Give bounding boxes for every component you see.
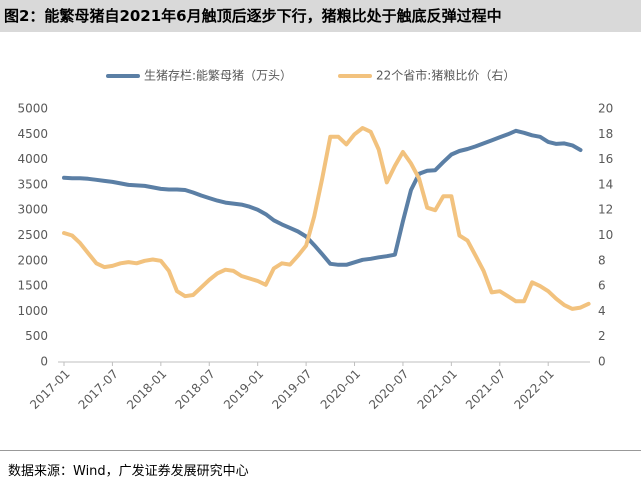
legend-label: 生猪存栏:能繁母猪（万头） xyxy=(144,68,292,83)
y-tick-label: 1500 xyxy=(17,279,48,293)
x-tick-label: 2022-01 xyxy=(511,367,556,412)
y2-tick-label: 18 xyxy=(598,127,613,141)
y2-tick-label: 0 xyxy=(598,355,606,369)
y2-tick-label: 20 xyxy=(598,102,613,116)
chart-title: 图2：能繁母猪自2021年6月触顶后逐步下行，猪粮比处于触底反弹过程中 xyxy=(0,0,641,32)
y-tick-label: 2000 xyxy=(17,253,48,267)
y2-tick-label: 2 xyxy=(598,329,606,343)
x-tick-label: 2019-07 xyxy=(269,367,314,412)
x-tick-label: 2020-07 xyxy=(366,367,411,412)
y2-tick-label: 12 xyxy=(598,203,613,217)
series-line xyxy=(62,128,583,267)
y-tick-label: 3000 xyxy=(17,203,48,217)
y-tick-label: 4000 xyxy=(17,152,48,166)
y2-tick-label: 10 xyxy=(598,228,613,242)
source-note: 数据来源：Wind，广发证券发展研究中心 xyxy=(8,464,249,479)
x-tick-label: 2021-07 xyxy=(463,367,508,412)
y-tick-label: 2500 xyxy=(17,228,48,242)
x-tick-label: 2020-01 xyxy=(318,367,363,412)
y2-tick-label: 14 xyxy=(598,177,613,191)
x-tick-label: 2017-01 xyxy=(27,367,72,412)
y2-tick-label: 16 xyxy=(598,152,613,166)
y-tick-label: 3500 xyxy=(17,177,48,191)
y-tick-label: 4500 xyxy=(17,127,48,141)
x-tick-label: 2019-01 xyxy=(221,367,266,412)
y2-tick-label: 6 xyxy=(598,279,606,293)
y-tick-label: 500 xyxy=(25,329,48,343)
y-tick-label: 5000 xyxy=(17,102,48,116)
y2-tick-label: 4 xyxy=(598,304,606,318)
y-tick-label: 1000 xyxy=(17,304,48,318)
series-line xyxy=(62,126,591,311)
x-tick-label: 2018-01 xyxy=(124,367,169,412)
y2-tick-label: 8 xyxy=(598,253,606,267)
legend-label: 22个省市:猪粮比价（右） xyxy=(376,68,515,83)
y-tick-label: 0 xyxy=(40,355,48,369)
divider xyxy=(0,450,641,451)
x-tick-label: 2021-01 xyxy=(415,367,460,412)
chart: 0 500 1000 1500 2000 2500 3000 3500 4000 4500 5000… xyxy=(17,68,613,413)
x-tick-label: 2017-07 xyxy=(76,367,121,412)
x-tick-label: 2018-07 xyxy=(173,367,218,412)
